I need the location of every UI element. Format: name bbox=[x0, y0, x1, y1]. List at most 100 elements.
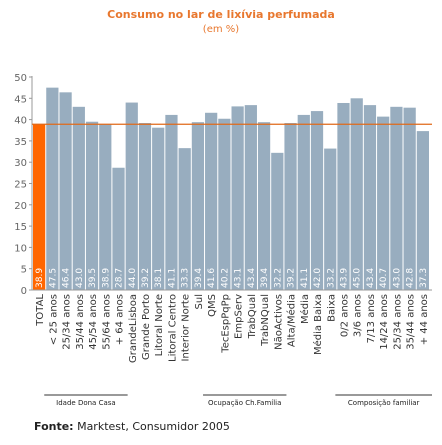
bar bbox=[178, 148, 191, 290]
value-label: 39.4 bbox=[194, 268, 204, 288]
chart-subtitle: (em %) bbox=[203, 24, 239, 35]
bar bbox=[257, 122, 271, 290]
y-tick-label: 15 bbox=[14, 222, 27, 233]
source-note: Fonte: Marktest, Consumidor 2005 bbox=[34, 420, 230, 433]
category-label: 25/34 anos bbox=[392, 294, 403, 350]
y-tick-label: 40 bbox=[14, 116, 27, 127]
category-label: 14/24 anos bbox=[379, 294, 390, 350]
value-label: 42.8 bbox=[406, 268, 416, 288]
value-label: 41.6 bbox=[207, 268, 217, 288]
bar bbox=[33, 124, 46, 290]
bar bbox=[403, 107, 416, 290]
category-label: + 64 anos bbox=[115, 294, 126, 345]
y-tick-label: 45 bbox=[14, 94, 27, 105]
category-label: 55/64 anos bbox=[101, 294, 112, 350]
value-label: 32.2 bbox=[273, 268, 283, 288]
category-label: QMS bbox=[207, 294, 218, 317]
category-label: NãoActivos bbox=[273, 294, 284, 350]
bar bbox=[416, 131, 429, 290]
value-label: 39.5 bbox=[88, 268, 98, 288]
value-label: 38.9 bbox=[101, 268, 111, 288]
category-label: 25/34 anos bbox=[62, 294, 73, 350]
value-label: 33.2 bbox=[326, 268, 336, 288]
value-label: 37.3 bbox=[419, 268, 429, 288]
category-label: Sul bbox=[194, 294, 205, 309]
value-labels: 38.9 47.5 46.4 43.0 39.5 38.9 28.7 44.0 39.2 38.1… bbox=[35, 268, 429, 288]
bar bbox=[310, 111, 324, 290]
category-label: 35/44 anos bbox=[406, 294, 417, 350]
y-tick-label: 30 bbox=[14, 158, 27, 169]
bar bbox=[72, 106, 85, 290]
value-label: 28.7 bbox=[115, 268, 125, 288]
bar bbox=[231, 106, 244, 290]
value-label: 40.2 bbox=[220, 268, 230, 288]
value-label: 42.0 bbox=[313, 268, 323, 288]
y-tick-label: 50 bbox=[14, 73, 27, 84]
bar bbox=[390, 106, 403, 290]
group-label: Ocupação Ch.Família bbox=[208, 399, 281, 407]
bar bbox=[377, 116, 390, 290]
bar bbox=[297, 114, 310, 290]
value-label: 43.4 bbox=[247, 268, 257, 288]
value-label: 40.7 bbox=[379, 268, 389, 288]
category-label: Grande Porto bbox=[141, 294, 152, 360]
category-labels: TOTAL < 25 anos 25/34 anos 35/44 anos 45/54 … bbox=[35, 294, 430, 363]
bar bbox=[59, 92, 72, 290]
category-label: 0/2 anos bbox=[339, 294, 350, 337]
category-label: Interior Norte bbox=[181, 294, 192, 361]
value-label: 45.0 bbox=[353, 268, 363, 288]
value-label: 46.4 bbox=[62, 268, 72, 288]
bar bbox=[324, 148, 337, 290]
bar bbox=[205, 112, 218, 290]
value-label: 43.9 bbox=[339, 268, 349, 288]
bar bbox=[244, 105, 257, 290]
y-tick-label: 10 bbox=[14, 243, 27, 254]
bar bbox=[99, 124, 112, 290]
bar bbox=[112, 167, 125, 290]
chart-title: Consumo no lar de lixívia perfumada bbox=[107, 8, 335, 21]
y-tick-label: 20 bbox=[14, 201, 27, 212]
bar bbox=[218, 118, 231, 290]
group-label: Composição familiar bbox=[348, 399, 420, 407]
value-label: 38.9 bbox=[35, 268, 45, 288]
value-label: 41.1 bbox=[167, 268, 177, 288]
bar bbox=[138, 123, 152, 291]
bar bbox=[284, 123, 297, 291]
bar bbox=[46, 87, 59, 291]
category-label: Média Baixa bbox=[312, 294, 324, 355]
y-tick-label: 35 bbox=[14, 137, 27, 148]
value-label: 39.2 bbox=[287, 268, 297, 288]
category-label: 35/44 anos bbox=[75, 294, 86, 350]
category-label: Alta/Média bbox=[286, 294, 298, 347]
bar bbox=[350, 98, 363, 290]
value-label: 39.4 bbox=[260, 268, 270, 288]
bar bbox=[271, 152, 284, 290]
value-label: 41.1 bbox=[300, 268, 310, 288]
category-label: < 25 anos bbox=[48, 294, 59, 345]
value-label: 43.0 bbox=[392, 268, 402, 288]
value-label: 43.4 bbox=[366, 268, 376, 288]
bars bbox=[32, 87, 432, 291]
bar bbox=[191, 122, 205, 290]
bar bbox=[85, 121, 99, 290]
category-label: Litoral Norte bbox=[154, 294, 165, 356]
category-label: 3/6 anos bbox=[353, 294, 364, 337]
value-label: 33.3 bbox=[181, 268, 191, 288]
y-tick-label: 25 bbox=[14, 180, 27, 191]
value-label: 47.5 bbox=[48, 268, 58, 288]
category-label: TrabNQual bbox=[260, 294, 271, 347]
value-label: 38.1 bbox=[154, 268, 164, 288]
value-label: 44.0 bbox=[128, 268, 138, 288]
group-label: Idade Dona Casa bbox=[56, 399, 116, 407]
category-label: GrandeLisboa bbox=[128, 294, 139, 363]
y-tick-label: 0 bbox=[21, 286, 27, 297]
category-label: 7/13 anos bbox=[366, 294, 377, 343]
y-tick-label: 5 bbox=[21, 265, 27, 276]
bar bbox=[152, 127, 165, 290]
value-label: 39.2 bbox=[141, 268, 151, 288]
bar bbox=[165, 114, 178, 290]
source-text: Marktest, Consumidor 2005 bbox=[73, 420, 230, 433]
category-label: + 44 anos bbox=[419, 294, 430, 345]
category-groups: Idade Dona Casa Ocupação Ch.Família Compos… bbox=[44, 394, 432, 407]
